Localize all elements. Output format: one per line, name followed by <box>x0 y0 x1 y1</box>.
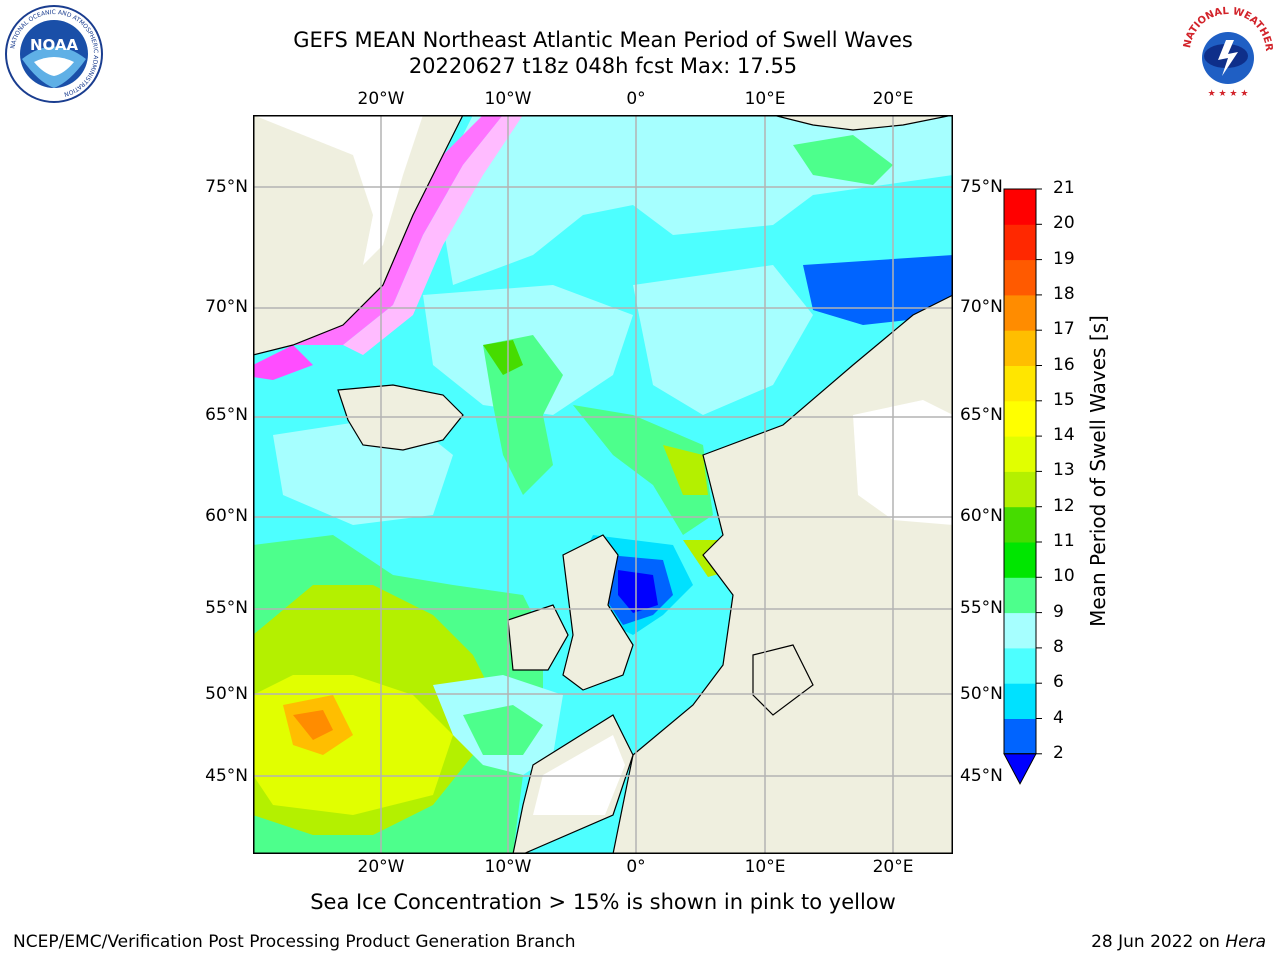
lat-label-left-60n: 60°N <box>205 506 248 526</box>
lat-label-right-50n: 50°N <box>960 684 1003 704</box>
colorbar-segment-17 <box>1004 294 1036 331</box>
lon-label-top-0: 0° <box>626 89 646 109</box>
colorbar-tick-2: 2 <box>1053 742 1064 763</box>
colorbar-segment-13 <box>1004 436 1036 472</box>
lat-label-left-65n: 65°N <box>205 405 248 425</box>
colorbar-segment-8 <box>1004 612 1036 649</box>
colorbar-tick-20: 20 <box>1053 213 1075 234</box>
lat-label-right-45n: 45°N <box>960 766 1003 786</box>
svg-text:★ ★ ★ ★: ★ ★ ★ ★ <box>1208 89 1249 99</box>
colorbar-tick-15: 15 <box>1053 389 1075 410</box>
colorbar-tick-21: 21 <box>1053 178 1075 198</box>
sea-ice-footnote: Sea Ice Concentration > 15% is shown in … <box>310 890 896 914</box>
colorbar-tick-10: 10 <box>1053 566 1075 587</box>
map-frame <box>253 115 953 854</box>
colorbar-tick-12: 12 <box>1053 495 1075 516</box>
colorbar-segment-20 <box>1004 189 1036 225</box>
colorbar-segment-18 <box>1004 259 1036 296</box>
lon-label-top-10w: 10°W <box>484 89 532 109</box>
lon-label-bottom-20w: 20°W <box>357 857 405 877</box>
host-text: Hera <box>1225 932 1266 952</box>
lat-label-left-70n: 70°N <box>205 297 248 317</box>
lat-label-right-70n: 70°N <box>960 297 1003 317</box>
lon-label-top-20e: 20°E <box>872 89 914 109</box>
colorbar-segment-15 <box>1004 365 1036 402</box>
colorbar-tick-17: 17 <box>1053 319 1075 340</box>
colorbar-tick-6: 6 <box>1053 672 1064 693</box>
nws-logo: NATIONAL WEATHER SERVICE ★ ★ ★ ★ <box>1174 0 1278 104</box>
noaa-text: NOAA <box>30 36 79 54</box>
lat-label-right-60n: 60°N <box>960 506 1003 526</box>
colorbar-segment-2 <box>1004 718 1036 755</box>
colorbar-tick-19: 19 <box>1053 248 1075 269</box>
lat-label-right-75n: 75°N <box>960 177 1003 197</box>
colorbar-tick-18: 18 <box>1053 283 1075 304</box>
lon-label-bottom-20e: 20°E <box>872 857 914 877</box>
colorbar-segment-9 <box>1004 577 1036 614</box>
lon-label-bottom-10w: 10°W <box>484 857 532 877</box>
lon-label-bottom-0: 0° <box>626 857 646 877</box>
date-stamp: 28 Jun 2022 on Hera <box>1091 932 1266 952</box>
colorbar-tick-9: 9 <box>1053 601 1064 622</box>
lat-label-left-50n: 50°N <box>205 684 248 704</box>
noaa-logo: NATIONAL OCEANIC AND ATMOSPHERIC ADMINIS… <box>4 4 104 108</box>
colorbar-tick-4: 4 <box>1053 707 1064 728</box>
lon-label-bottom-10e: 10°E <box>744 857 786 877</box>
colorbar <box>1003 188 1042 785</box>
colorbar-segment-11 <box>1004 506 1036 543</box>
colorbar-segment-16 <box>1004 330 1036 366</box>
lon-label-top-20w: 20°W <box>357 89 405 109</box>
colorbar-segment-19 <box>1004 224 1036 261</box>
swell-period-map <box>253 115 953 854</box>
colorbar-tick-16: 16 <box>1053 354 1075 375</box>
gridlines <box>253 115 953 854</box>
colorbar-tick-8: 8 <box>1053 636 1064 657</box>
lat-label-left-45n: 45°N <box>205 766 248 786</box>
colorbar-segment-6 <box>1004 647 1036 684</box>
colorbar-segment-4 <box>1004 683 1036 719</box>
colorbar-extend-arrow <box>1003 753 1037 785</box>
credit-text: NCEP/EMC/Verification Post Processing Pr… <box>13 932 576 952</box>
colorbar-label: Mean Period of Swell Waves [s] <box>1086 315 1110 627</box>
date-text: 28 Jun 2022 on <box>1091 932 1226 952</box>
lat-label-left-55n: 55°N <box>205 598 248 618</box>
lon-label-top-10e: 10°E <box>744 89 786 109</box>
colorbar-tick-13: 13 <box>1053 460 1075 481</box>
colorbar-segment-12 <box>1004 471 1036 508</box>
colorbar-tick-14: 14 <box>1053 425 1075 446</box>
lat-label-right-55n: 55°N <box>960 598 1003 618</box>
colorbar-tick-11: 11 <box>1053 531 1075 551</box>
chart-title: GEFS MEAN Northeast Atlantic Mean Period… <box>293 28 913 52</box>
lat-label-right-65n: 65°N <box>960 405 1003 425</box>
colorbar-segment-14 <box>1004 400 1036 437</box>
colorbar-segment-10 <box>1004 542 1036 578</box>
lat-label-left-75n: 75°N <box>205 177 248 197</box>
chart-subtitle: 20220627 t18z 048h fcst Max: 17.55 <box>408 54 798 78</box>
